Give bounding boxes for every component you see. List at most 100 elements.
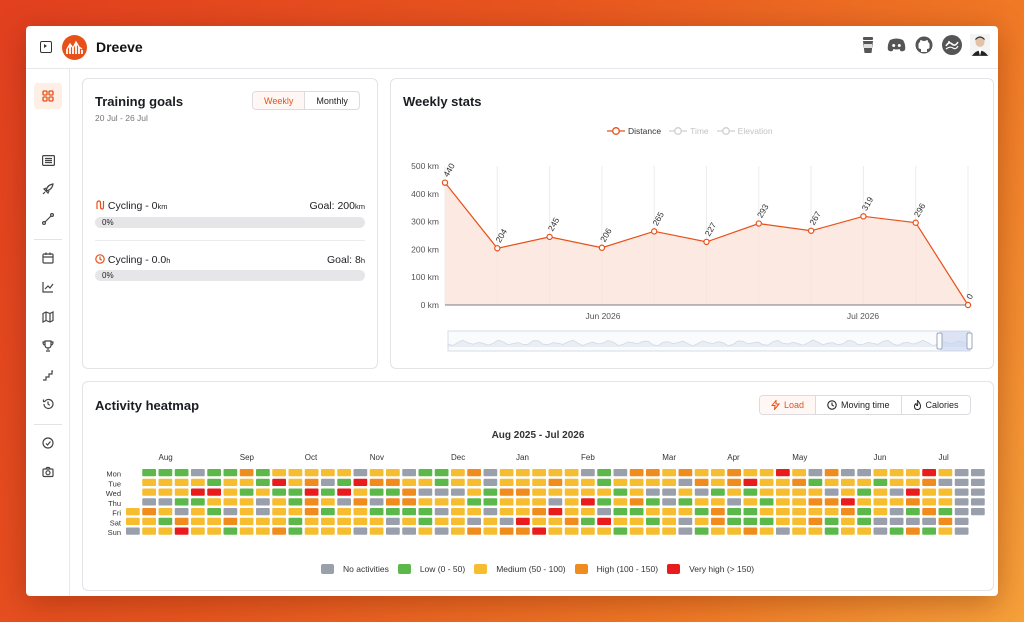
heatmap-cell[interactable] <box>207 498 221 506</box>
heatmap-cell[interactable] <box>727 478 741 486</box>
heatmap-cell[interactable] <box>759 498 774 506</box>
heatmap-cell[interactable] <box>434 517 449 525</box>
heatmap-cell[interactable] <box>629 527 644 535</box>
heatmap-cell[interactable] <box>613 508 628 516</box>
heatmap-cell[interactable] <box>174 488 189 496</box>
distance-point[interactable] <box>755 220 762 227</box>
sidebar-item-dashboard[interactable] <box>34 83 62 109</box>
heatmap-cell[interactable] <box>402 508 416 516</box>
heatmap-cell[interactable] <box>743 508 758 516</box>
heatmap-cell[interactable] <box>516 498 530 506</box>
heatmap-cell[interactable] <box>629 469 644 477</box>
heatmap-cell[interactable] <box>564 478 579 486</box>
heatmap-cell[interactable] <box>808 517 823 525</box>
heatmap-cell[interactable] <box>451 527 465 535</box>
heatmap-cell[interactable] <box>971 478 985 486</box>
heatmap-cell[interactable] <box>499 527 514 535</box>
heatmap-cell[interactable] <box>142 517 156 525</box>
heatmap-cell[interactable] <box>191 478 205 486</box>
heatmap-cell[interactable] <box>369 498 384 506</box>
heatmap-cell[interactable] <box>694 517 709 525</box>
heatmap-cell[interactable] <box>906 508 920 516</box>
heatmap-cell[interactable] <box>873 527 888 535</box>
strava-icon[interactable] <box>942 35 962 55</box>
heatmap-cell[interactable] <box>418 488 433 496</box>
heatmap-cell[interactable] <box>418 527 433 535</box>
heatmap-cell[interactable] <box>142 527 156 535</box>
heatmap-cell[interactable] <box>922 478 936 486</box>
heatmap-cell[interactable] <box>776 488 790 496</box>
heatmap-cell[interactable] <box>223 478 238 486</box>
heatmap-cell[interactable] <box>304 517 319 525</box>
heatmap-cell[interactable] <box>824 488 839 496</box>
heatmap-cell[interactable] <box>857 478 871 486</box>
heatmap-cell[interactable] <box>776 478 790 486</box>
heatmap-cell[interactable] <box>808 478 823 486</box>
tab-load[interactable]: Load <box>760 396 817 414</box>
distance-point[interactable] <box>703 238 710 246</box>
heatmap-cell[interactable] <box>434 508 449 516</box>
heatmap-cell[interactable] <box>483 527 498 535</box>
heatmap-cell[interactable] <box>353 527 368 535</box>
distance-point[interactable] <box>546 233 553 241</box>
heatmap-cell[interactable] <box>792 478 806 486</box>
heatmap-cell[interactable] <box>646 517 660 525</box>
heatmap-cell[interactable] <box>743 488 758 496</box>
heatmap-cell[interactable] <box>353 498 368 506</box>
heatmap-cell[interactable] <box>889 508 904 516</box>
heatmap-cell[interactable] <box>532 488 546 496</box>
heatmap-cell[interactable] <box>223 517 238 525</box>
sidebar-item-stairs[interactable] <box>34 362 62 388</box>
heatmap-cell[interactable] <box>451 498 465 506</box>
distance-point[interactable] <box>598 244 606 251</box>
heatmap-cell[interactable] <box>678 527 693 535</box>
heatmap-cell[interactable] <box>873 508 888 516</box>
heatmap-cell[interactable] <box>386 478 400 486</box>
heatmap-cell[interactable] <box>581 469 595 477</box>
sidebar-item-trophy[interactable] <box>34 333 62 359</box>
heatmap-cell[interactable] <box>288 488 303 496</box>
heatmap-cell[interactable] <box>613 498 628 506</box>
heatmap-cell[interactable] <box>191 469 205 477</box>
heatmap-cell[interactable] <box>629 488 644 496</box>
heatmap-cell[interactable] <box>321 498 335 506</box>
heatmap-cell[interactable] <box>548 517 563 525</box>
heatmap-cell[interactable] <box>629 508 644 516</box>
heatmap-cell[interactable] <box>646 508 660 516</box>
heatmap-cell[interactable] <box>597 469 611 477</box>
heatmap-cell[interactable] <box>223 488 238 496</box>
heatmap-cell[interactable] <box>629 517 644 525</box>
heatmap-cell[interactable] <box>873 469 888 477</box>
heatmap-cell[interactable] <box>646 488 660 496</box>
heatmap-cell[interactable] <box>792 469 806 477</box>
heatmap-cell[interactable] <box>353 478 368 486</box>
heatmap-cell[interactable] <box>256 527 270 535</box>
heatmap-cell[interactable] <box>499 517 514 525</box>
heatmap-cell[interactable] <box>483 488 498 496</box>
distance-point[interactable] <box>912 219 919 226</box>
heatmap-cell[interactable] <box>857 488 871 496</box>
heatmap-cell[interactable] <box>353 469 368 477</box>
heatmap-cell[interactable] <box>906 478 920 486</box>
heatmap-cell[interactable] <box>516 478 530 486</box>
coffee-icon[interactable] <box>858 35 878 55</box>
heatmap-cell[interactable] <box>386 498 400 506</box>
heatmap-cell[interactable] <box>776 517 790 525</box>
heatmap-cell[interactable] <box>207 508 221 516</box>
heatmap-cell[interactable] <box>239 469 254 477</box>
heatmap-cell[interactable] <box>207 488 221 496</box>
heatmap-cell[interactable] <box>434 478 449 486</box>
heatmap-cell[interactable] <box>841 469 855 477</box>
heatmap-cell[interactable] <box>581 517 595 525</box>
tab-weekly[interactable]: Weekly <box>253 92 306 109</box>
heatmap-cell[interactable] <box>954 488 969 496</box>
heatmap-cell[interactable] <box>954 517 969 525</box>
sidebar-item-rocket[interactable] <box>34 176 62 202</box>
heatmap-cell[interactable] <box>938 478 953 486</box>
heatmap-cell[interactable] <box>483 517 498 525</box>
heatmap-cell[interactable] <box>889 488 904 496</box>
heatmap-cell[interactable] <box>759 508 774 516</box>
sidebar-item-history[interactable] <box>34 391 62 417</box>
heatmap-cell[interactable] <box>694 498 709 506</box>
heatmap-cell[interactable] <box>532 508 546 516</box>
